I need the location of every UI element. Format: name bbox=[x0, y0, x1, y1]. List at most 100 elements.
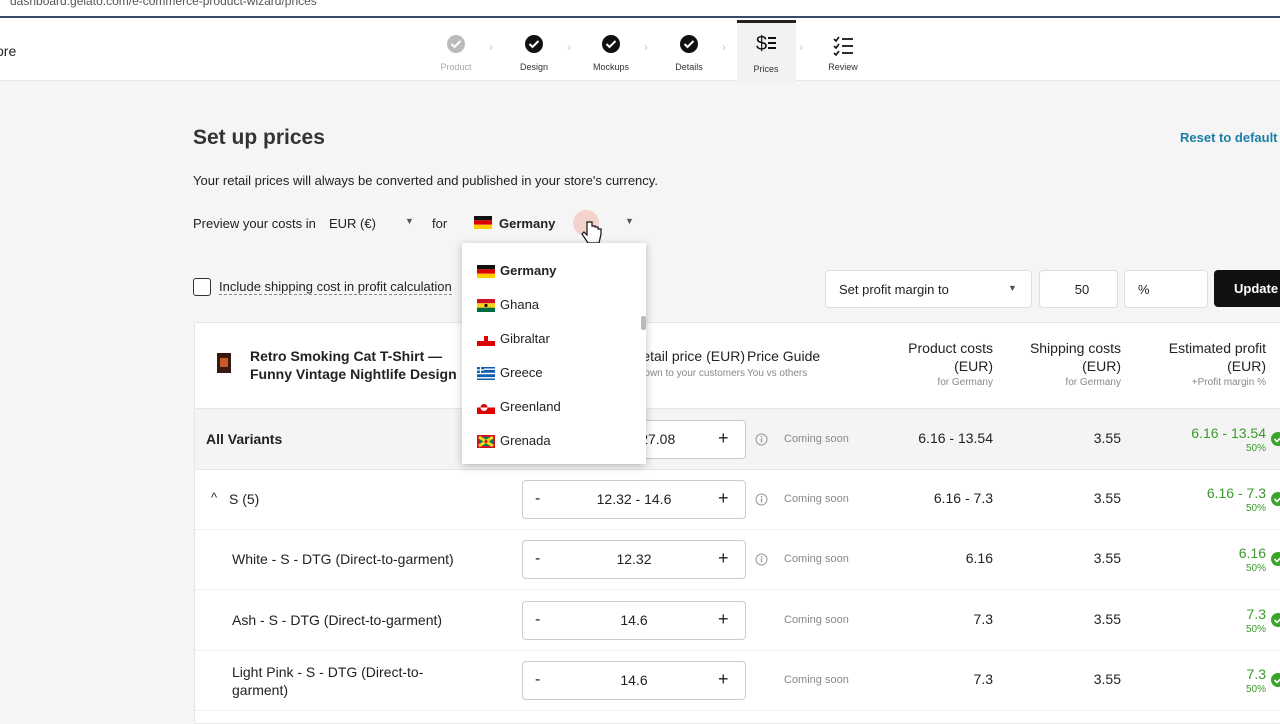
step-icon bbox=[680, 35, 698, 53]
variant-name: Ash - S - DTG (Direct-to-garment) bbox=[232, 612, 443, 628]
option-flag bbox=[477, 333, 495, 346]
ok-icon bbox=[1271, 432, 1280, 446]
country-option[interactable]: Grenada bbox=[500, 433, 551, 448]
update-label: Update bbox=[1234, 281, 1279, 296]
step-icon bbox=[525, 35, 543, 53]
country-option[interactable]: Greece bbox=[500, 365, 543, 380]
retail-price[interactable]: 12.32 - 14.6 bbox=[596, 491, 672, 507]
margin-value: 50 bbox=[1074, 282, 1090, 297]
shipping-cost: 3.55 bbox=[1093, 671, 1121, 687]
price-guide: Coming soon bbox=[784, 553, 849, 565]
ok-icon bbox=[1271, 492, 1280, 506]
column-title: Price Guide bbox=[747, 348, 821, 364]
retail-price[interactable]: 12.32 bbox=[616, 551, 652, 567]
margin-unit: % bbox=[1138, 282, 1150, 297]
margin-input[interactable]: 50 bbox=[1039, 270, 1118, 308]
country-option[interactable]: Greenland bbox=[500, 399, 561, 414]
checkbox-label[interactable]: Include shipping cost in profit calculat… bbox=[219, 279, 452, 295]
product-cost: 7.3 bbox=[973, 671, 993, 687]
plus-button[interactable]: + bbox=[718, 488, 729, 508]
country-option[interactable]: Gibraltar bbox=[500, 331, 550, 346]
option-flag bbox=[477, 299, 495, 312]
price-stepper: - +14.6 bbox=[522, 661, 746, 700]
currency-select[interactable]: EUR (€) bbox=[329, 216, 376, 231]
step-label[interactable]: Prices bbox=[753, 64, 779, 74]
info-icon bbox=[755, 553, 768, 566]
minus-button[interactable]: - bbox=[535, 550, 541, 567]
step-chevron: › bbox=[722, 40, 726, 54]
url: dashboard.gelato.com/e-commerce-product-… bbox=[10, 0, 317, 8]
price-guide: Coming soon bbox=[784, 674, 849, 686]
variant-name: Light Pink - S - DTG (Direct-to-garment) bbox=[232, 664, 424, 698]
plus-button[interactable]: + bbox=[718, 428, 729, 448]
info-icon bbox=[755, 433, 768, 446]
column-subtitle: for Germany bbox=[1065, 377, 1121, 388]
step-icon bbox=[447, 35, 465, 53]
ok-icon bbox=[1271, 552, 1280, 566]
unit-input: % bbox=[1124, 270, 1208, 308]
retail-price[interactable]: 14.6 bbox=[620, 612, 648, 628]
column-title: Shipping costs (EUR) bbox=[1029, 340, 1121, 374]
plus-button[interactable]: + bbox=[718, 548, 729, 568]
product-cost: 6.16 - 13.54 bbox=[918, 430, 993, 446]
scrollbar bbox=[641, 316, 646, 330]
step-label[interactable]: Mockups bbox=[592, 62, 629, 72]
caret: ▼ bbox=[1008, 283, 1017, 293]
variant-name: S (5) bbox=[229, 491, 260, 507]
description: Your retail prices will always be conver… bbox=[193, 173, 658, 188]
estimated-profit: 7.3 bbox=[1246, 666, 1266, 682]
step-label[interactable]: Design bbox=[519, 62, 548, 72]
update-button[interactable]: Update bbox=[1214, 270, 1280, 307]
for-label: for bbox=[432, 216, 448, 231]
profit-margin: 50% bbox=[1245, 443, 1266, 454]
option-flag bbox=[477, 265, 495, 278]
column-subtitle: You vs others bbox=[747, 368, 808, 379]
country-option[interactable]: Germany bbox=[500, 263, 557, 278]
plus-button[interactable]: + bbox=[718, 609, 729, 629]
country-dropdown: Germany Ghana Gibraltar Greece Greenland Gren… bbox=[462, 243, 646, 464]
margin-select-label: Set profit margin to bbox=[839, 282, 949, 297]
reset-link[interactable]: Reset to default bbox=[1180, 130, 1278, 145]
product-cost: 6.16 bbox=[965, 550, 993, 566]
row-divider bbox=[195, 650, 1280, 651]
step-label[interactable]: Review bbox=[828, 62, 858, 72]
price-table: Retro Smoking Cat T-Shirt — Funny Vintag… bbox=[194, 322, 1280, 724]
price-stepper: - +14.6 bbox=[522, 601, 746, 640]
price-guide: Coming soon bbox=[784, 614, 849, 626]
profit-margin: 50% bbox=[1245, 624, 1266, 635]
minus-button[interactable]: - bbox=[535, 611, 541, 628]
browser-bar: dashboard.gelato.com/e-commerce-product-… bbox=[0, 0, 1280, 18]
profit-margin: 50% bbox=[1245, 563, 1266, 574]
country-select[interactable]: Germany bbox=[499, 216, 556, 231]
caret: ▼ bbox=[625, 216, 634, 226]
product-thumb bbox=[217, 353, 231, 373]
retail-price[interactable]: 14.6 bbox=[620, 672, 648, 688]
step-label[interactable]: Details bbox=[675, 62, 703, 72]
margin-select[interactable]: Set profit margin to ▼ bbox=[825, 270, 1032, 308]
info-icon bbox=[755, 493, 768, 506]
profit-margin: 50% bbox=[1245, 503, 1266, 514]
step-icon bbox=[602, 35, 620, 53]
checkbox[interactable] bbox=[193, 278, 211, 296]
product-title: Retro Smoking Cat T-Shirt — Funny Vintag… bbox=[250, 348, 457, 382]
column-title: Product costs (EUR) bbox=[908, 340, 993, 374]
profit-margin: 50% bbox=[1245, 684, 1266, 695]
wizard-header: ore Product › Design › Mockups › Details › $ Pric… bbox=[0, 18, 1280, 83]
column-title: Estimated profit (EUR) bbox=[1168, 340, 1266, 374]
plus-button[interactable]: + bbox=[718, 669, 729, 689]
row-divider bbox=[195, 589, 1280, 590]
active-step-bg bbox=[737, 20, 796, 83]
step-chevron: › bbox=[489, 40, 493, 54]
ok-icon bbox=[1271, 613, 1280, 627]
collapse-caret[interactable]: ^ bbox=[211, 490, 218, 505]
country-option[interactable]: Ghana bbox=[500, 297, 540, 312]
column-subtitle: Shown to your customers bbox=[632, 368, 745, 379]
shipping-cost: 3.55 bbox=[1093, 611, 1121, 627]
minus-button[interactable]: - bbox=[535, 671, 541, 688]
column-subtitle: for Germany bbox=[937, 377, 993, 388]
minus-button[interactable]: - bbox=[535, 490, 541, 507]
flag bbox=[474, 216, 492, 229]
step-label[interactable]: Product bbox=[440, 62, 472, 72]
cursor bbox=[581, 221, 602, 244]
